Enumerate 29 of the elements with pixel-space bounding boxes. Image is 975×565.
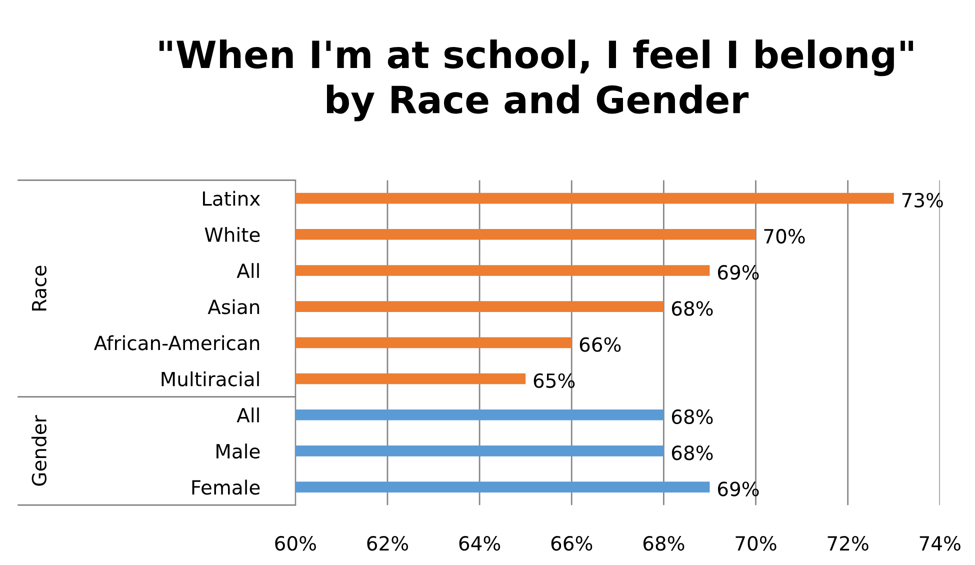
text: Gender [31,415,46,486]
data-label: 68% [672,446,713,460]
x-tick-label: 70% [736,536,776,551]
x-tick-label: 60% [275,536,316,551]
text: Race [32,266,46,310]
x-tick-label: 72% [828,536,868,551]
y-tick-label: African-American [94,335,260,350]
data-label: 70% [764,228,805,244]
data-label: 66% [580,337,621,352]
data-label: 69% [718,482,759,496]
y-tick-label: Male [216,444,260,459]
y-tick-label: All [236,263,259,278]
y-tick-label: White [204,226,260,242]
data-label: 68% [672,409,713,424]
chart-title: "When I'm at school, I feel I belong" by Race and Gender [160,40,914,122]
y-tick-label: All [236,407,259,422]
data-label: 73% [902,192,943,208]
x-tick-label: 74% [920,536,960,551]
y-tick-label: Female [192,480,260,495]
x-tick-label: 62% [367,536,408,551]
x-tick-label: 64% [459,536,500,551]
data-label: 69% [718,265,759,280]
x-tick-label: 68% [643,536,684,551]
x-tick-label: 66% [551,536,592,551]
data-label: 65% [534,373,575,388]
data-label: 68% [672,301,713,316]
y-tick-label: Multiracial [162,371,259,386]
y-tick-label: Asian [208,299,260,314]
y-tick-label: Latinx [203,190,260,206]
